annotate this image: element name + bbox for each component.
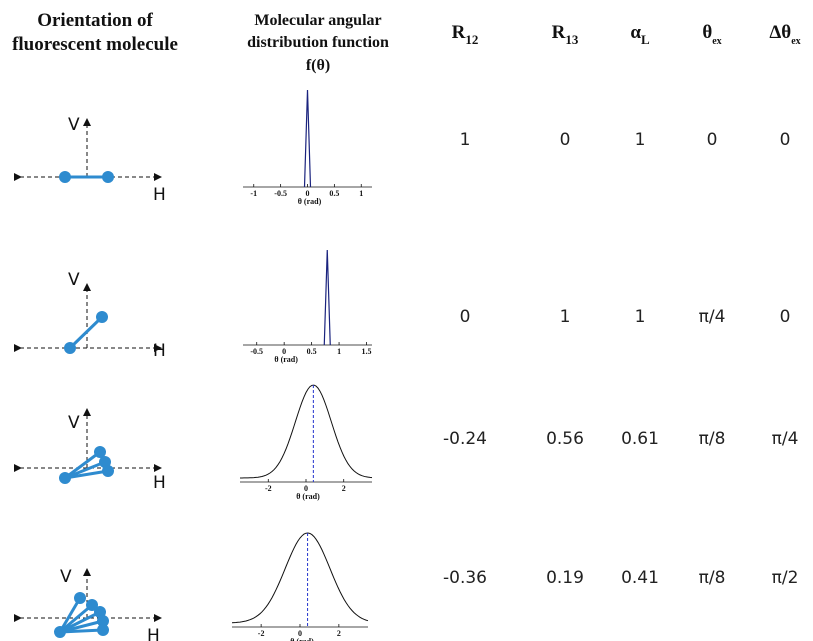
header-base: α bbox=[630, 22, 641, 43]
cell: π/4 bbox=[772, 429, 799, 449]
header-sub: ex bbox=[712, 36, 721, 47]
axis-label: θ (rad) bbox=[274, 355, 298, 364]
figure: Orientation of fluorescent molecule Mole… bbox=[0, 0, 813, 641]
cell: 1 bbox=[560, 307, 571, 327]
cell: π/4 bbox=[699, 307, 726, 327]
tick-label: 1 bbox=[337, 347, 341, 356]
distribution-curve bbox=[305, 90, 311, 187]
cell: 0 bbox=[780, 307, 791, 327]
tick-label: 0.5 bbox=[307, 347, 317, 356]
cell: 0 bbox=[780, 130, 791, 150]
tick-label: 2 bbox=[337, 629, 341, 638]
orientation-diagram bbox=[20, 410, 160, 484]
tick-label: -2 bbox=[258, 629, 265, 638]
axis-letter: V bbox=[68, 270, 80, 290]
axis-label: θ (rad) bbox=[296, 492, 320, 501]
cell: 0.61 bbox=[621, 429, 659, 449]
tick-label: -2 bbox=[265, 484, 272, 493]
cell: 0 bbox=[460, 307, 471, 327]
header: Molecular angular bbox=[254, 12, 381, 29]
distribution-curve bbox=[240, 385, 372, 478]
axis-label: θ (rad) bbox=[298, 197, 322, 206]
cell: 0.19 bbox=[546, 568, 584, 588]
cell: 0.41 bbox=[621, 568, 659, 588]
column-header: θex bbox=[702, 22, 721, 47]
axis-letter: H bbox=[153, 185, 166, 205]
tick-label: -0.5 bbox=[250, 347, 263, 356]
cell: 1 bbox=[460, 130, 471, 150]
header-base: θ bbox=[702, 22, 712, 43]
cell: -0.24 bbox=[443, 429, 487, 449]
column-header: R13 bbox=[552, 22, 579, 47]
orientation-diagram bbox=[20, 120, 160, 183]
header: Orientation of bbox=[37, 10, 153, 31]
header: f(θ) bbox=[306, 57, 330, 74]
cell: π/2 bbox=[772, 568, 799, 588]
axis-letter: V bbox=[68, 413, 80, 433]
cell: 0 bbox=[560, 130, 571, 150]
cell: π/8 bbox=[699, 429, 726, 449]
header-sub: 13 bbox=[565, 32, 579, 47]
orientation-diagram bbox=[20, 570, 160, 638]
axis-letter: V bbox=[68, 115, 80, 135]
tick-label: -0.5 bbox=[274, 189, 287, 198]
column-header: Δθex bbox=[769, 22, 800, 47]
tick-label: 1 bbox=[359, 189, 363, 198]
column-header: αL bbox=[630, 22, 650, 47]
header-base: R bbox=[452, 22, 466, 43]
distribution-curve bbox=[324, 250, 330, 345]
orientation-diagram bbox=[20, 285, 160, 354]
header-sub: 12 bbox=[465, 32, 478, 47]
header-sub: L bbox=[641, 32, 650, 47]
header-sub: ex bbox=[791, 36, 800, 47]
cell: 0 bbox=[707, 130, 718, 150]
distribution-curve bbox=[232, 533, 368, 623]
tick-label: -1 bbox=[250, 189, 257, 198]
cell: 1 bbox=[635, 307, 646, 327]
axis-letter: V bbox=[60, 567, 72, 587]
cell: π/8 bbox=[699, 568, 726, 588]
tick-label: 0.5 bbox=[329, 189, 339, 198]
tick-label: 1.5 bbox=[362, 347, 372, 356]
axis-label: θ (rad) bbox=[290, 637, 314, 641]
cell: 1 bbox=[635, 130, 646, 150]
page: Orientation of fluorescent molecule Mole… bbox=[0, 0, 813, 641]
header-base: Δθ bbox=[769, 22, 791, 43]
axis-letter: H bbox=[147, 626, 160, 641]
header: fluorescent molecule bbox=[12, 34, 178, 55]
axis-letter: H bbox=[153, 473, 166, 493]
axis-letter: H bbox=[153, 341, 166, 361]
header: distribution function bbox=[247, 34, 389, 51]
cell: -0.36 bbox=[443, 568, 487, 588]
header-base: R bbox=[552, 22, 566, 43]
column-header: R12 bbox=[452, 22, 479, 47]
cell: 0.56 bbox=[546, 429, 584, 449]
tick-label: 2 bbox=[342, 484, 346, 493]
